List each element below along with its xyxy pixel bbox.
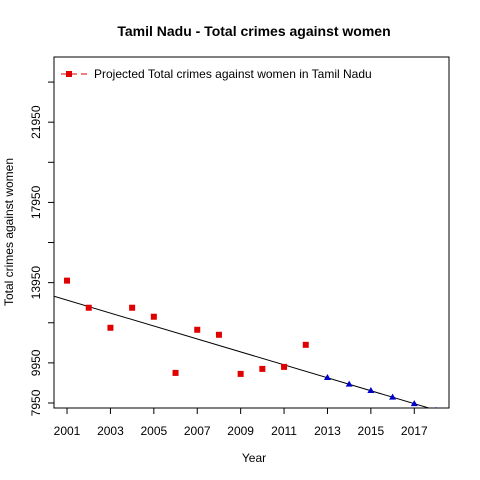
x-axis-title: Year bbox=[242, 451, 266, 465]
y-tick-label: 13950 bbox=[29, 266, 43, 300]
x-tick-label: 2015 bbox=[358, 424, 385, 438]
y-tick-label: 21950 bbox=[29, 105, 43, 139]
legend: Projected Total crimes against women in … bbox=[61, 67, 372, 81]
data-point-triangle bbox=[389, 393, 397, 400]
x-tick-label: 2001 bbox=[54, 424, 81, 438]
data-point-triangle bbox=[410, 400, 418, 407]
data-point-triangle bbox=[345, 380, 353, 387]
trend-line bbox=[54, 295, 431, 408]
legend-label: Projected Total crimes against women in … bbox=[94, 67, 372, 81]
data-point-square bbox=[281, 363, 288, 370]
data-point-triangle bbox=[367, 387, 375, 394]
plot-frame bbox=[53, 56, 450, 409]
x-tick-label: 2005 bbox=[140, 424, 167, 438]
x-tick-label: 2003 bbox=[97, 424, 124, 438]
x-tick-label: 2007 bbox=[184, 424, 211, 438]
data-point-square bbox=[215, 331, 222, 338]
plot-area bbox=[54, 277, 437, 408]
data-point-triangle bbox=[435, 406, 437, 408]
data-point-square bbox=[172, 369, 179, 376]
data-markers bbox=[64, 277, 437, 408]
x-tick-label: 2013 bbox=[314, 424, 341, 438]
x-tick-label: 2017 bbox=[401, 424, 428, 438]
data-point-square bbox=[107, 324, 114, 331]
y-axis-title: Total crimes against women bbox=[2, 158, 16, 306]
data-point-triangle bbox=[323, 374, 331, 381]
data-point-square bbox=[237, 370, 244, 377]
legend-marker bbox=[66, 71, 72, 77]
data-point-square bbox=[302, 341, 309, 348]
data-point-square bbox=[129, 304, 136, 311]
x-tick-label: 2011 bbox=[271, 424, 297, 438]
y-tick-label: 17950 bbox=[29, 185, 43, 219]
data-point-square bbox=[85, 304, 92, 311]
y-axis: 7950 9950 13950 17950 21950 bbox=[29, 81, 54, 416]
y-tick-label: 7950 bbox=[29, 389, 43, 416]
x-axis: 2001 2003 2005 2007 2009 2011 2013 2015 2017 bbox=[54, 408, 428, 438]
data-point-square bbox=[150, 313, 157, 320]
data-point-square bbox=[194, 326, 201, 333]
y-tick-label: 9950 bbox=[29, 349, 43, 376]
x-tick-label: 2009 bbox=[227, 424, 254, 438]
chart-title: Tamil Nadu - Total crimes against women bbox=[117, 23, 390, 39]
data-point-square bbox=[64, 277, 71, 284]
data-point-square bbox=[259, 365, 266, 372]
